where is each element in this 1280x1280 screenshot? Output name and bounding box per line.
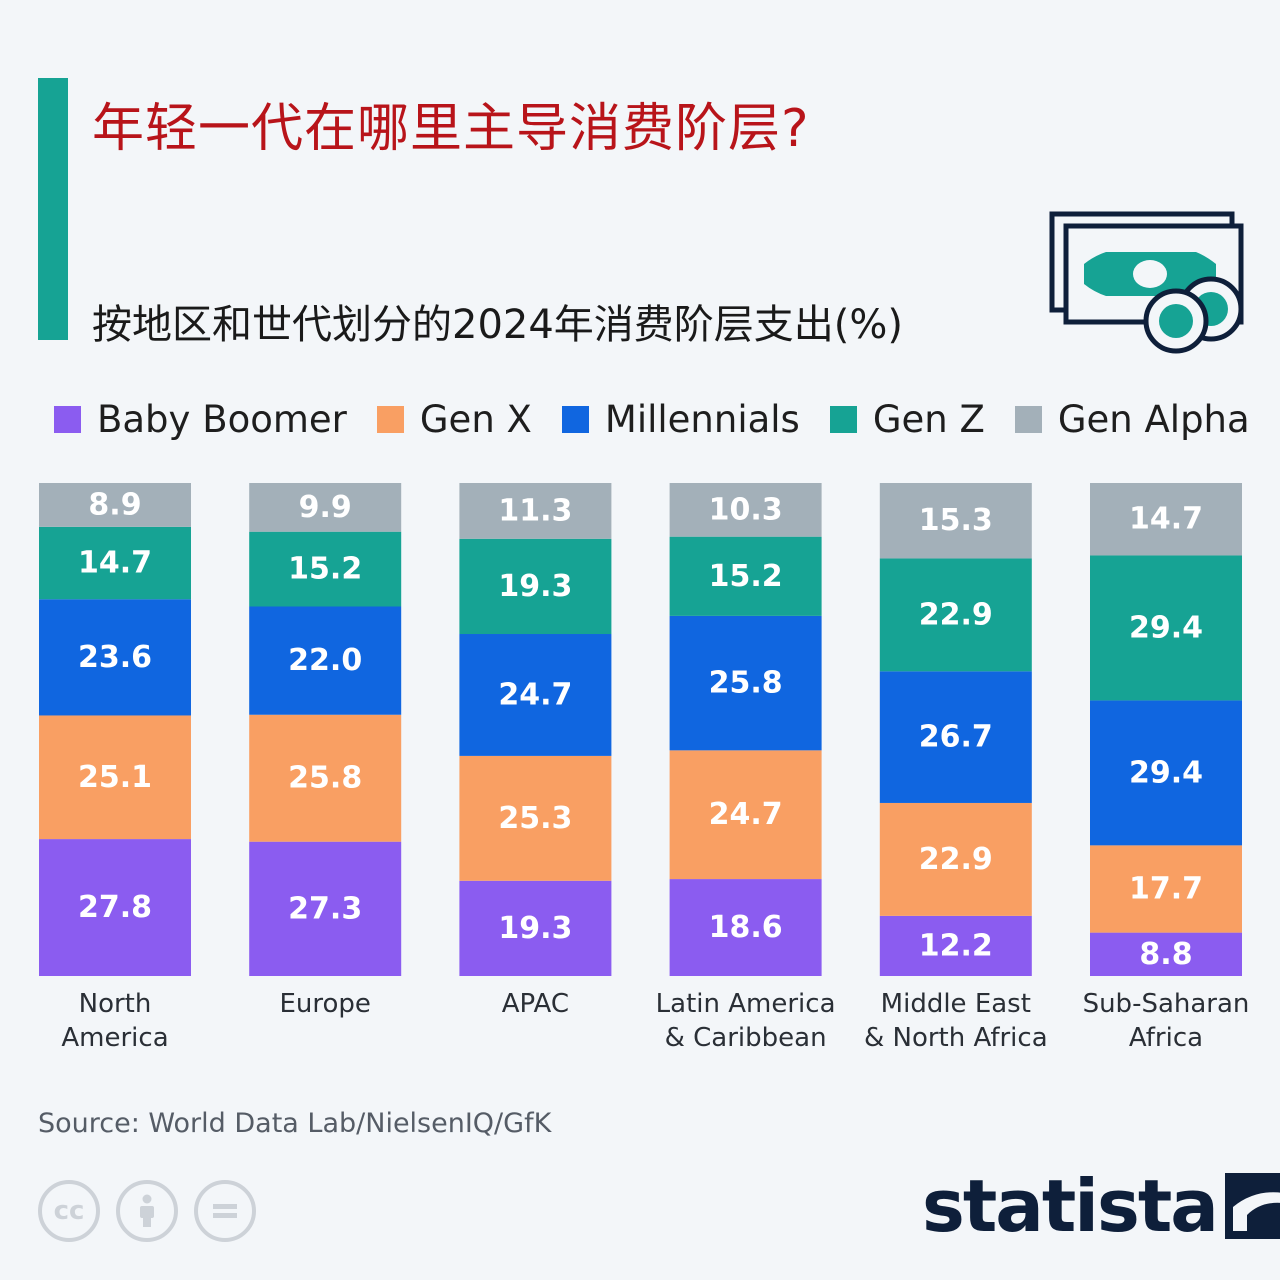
bar-segment	[669, 483, 822, 537]
bar-segment	[879, 802, 1032, 916]
data-label: 17.7	[1129, 871, 1203, 906]
data-label: 29.4	[1129, 755, 1203, 790]
legend-label: Millennials	[604, 397, 800, 441]
bar-segment	[879, 558, 1032, 672]
bar-segment	[249, 841, 402, 976]
legend-swatch	[829, 405, 857, 433]
legend-item-millennials: Millennials	[561, 397, 800, 441]
data-label: 24.7	[709, 797, 783, 832]
chart-title: 年轻一代在哪里主导消费阶层?	[92, 99, 810, 159]
bar-segment	[39, 839, 191, 976]
category-label: America	[61, 1023, 168, 1053]
legend-item-baby-boomer: Baby Boomer	[54, 398, 347, 441]
bar-segment	[1090, 483, 1242, 556]
license-icons: cc	[38, 1180, 272, 1242]
data-label: 27.8	[78, 890, 152, 925]
bar-segment	[1090, 555, 1242, 701]
bar-segment	[669, 615, 822, 751]
statista-logo-icon	[1224, 1173, 1280, 1239]
bar-segment	[39, 599, 191, 716]
data-label: 19.3	[498, 911, 572, 946]
bar-segment	[459, 880, 612, 976]
data-label: 22.0	[288, 643, 362, 678]
bar-segment	[39, 715, 191, 840]
data-label: 11.3	[498, 493, 572, 528]
source-note: Source: World Data Lab/NielsenIQ/GfK	[38, 1108, 552, 1139]
legend-swatch	[376, 405, 404, 433]
data-label: 8.8	[1139, 937, 1192, 972]
attribution-icon	[116, 1180, 178, 1242]
legend-item-gen-alpha: Gen Alpha	[1014, 397, 1250, 441]
legend-label: Gen Alpha	[1057, 397, 1250, 441]
data-label: 27.3	[288, 891, 362, 926]
data-label: 14.7	[1129, 502, 1203, 537]
data-label: 8.9	[88, 487, 141, 522]
creative-commons-icon: cc	[38, 1180, 100, 1242]
brand-wordmark: statista	[922, 1164, 1219, 1248]
data-label: 25.8	[288, 761, 362, 796]
bar-segment	[459, 755, 612, 881]
data-label: 14.7	[78, 546, 152, 581]
legend-label: Gen X	[419, 397, 532, 441]
bar-segment	[249, 606, 402, 715]
data-label: 25.3	[498, 801, 572, 836]
bar-segment	[1090, 700, 1242, 846]
category-label: Europe	[279, 989, 370, 1019]
legend: Baby Boomer Gen X Millennials Gen Z Gen …	[54, 396, 1250, 442]
category-label: Africa	[1129, 1023, 1203, 1053]
data-label: 22.9	[919, 597, 993, 632]
bar-segment	[459, 634, 612, 756]
accent-bar	[38, 78, 68, 340]
category-label: & North Africa	[864, 1023, 1048, 1053]
legend-label: Baby Boomer	[97, 397, 347, 441]
bar-segment	[459, 538, 612, 635]
bar-segment	[879, 483, 1032, 559]
legend-swatch	[1014, 405, 1042, 433]
data-label: 23.6	[78, 640, 152, 675]
bar-segment	[249, 483, 402, 532]
bar-segment	[1090, 932, 1242, 976]
bar-segment	[39, 483, 191, 527]
data-label: 12.2	[919, 928, 993, 963]
data-label: 25.8	[709, 666, 783, 701]
category-label: & Caribbean	[665, 1023, 827, 1053]
legend-swatch	[54, 405, 81, 433]
statista-brand: statista	[922, 1170, 1280, 1242]
data-label: 25.1	[78, 760, 152, 795]
data-label: 26.7	[919, 720, 993, 755]
data-label: 10.3	[709, 492, 783, 527]
category-label: North	[79, 989, 152, 1019]
bar-segment	[1090, 845, 1242, 933]
stacked-bar-chart: 27.8 25.1 23.6 14.7 8.9 North America 27.3 25.8 2…	[39, 483, 1250, 1053]
bar-segment	[249, 714, 402, 842]
data-label: 24.7	[498, 677, 572, 712]
legend-swatch	[561, 405, 589, 433]
no-derivatives-icon	[194, 1180, 256, 1242]
bar-segment	[669, 536, 822, 616]
bar-segment	[669, 879, 822, 976]
bar-segment	[669, 750, 822, 880]
data-label: 15.2	[288, 552, 362, 587]
bar-segment	[459, 483, 612, 539]
money-bills-icon	[1049, 211, 1244, 354]
category-label: APAC	[502, 989, 569, 1019]
bar-segment	[879, 915, 1032, 976]
data-label: 15.2	[709, 559, 783, 594]
data-label: 19.3	[498, 569, 572, 604]
category-label: Sub-Saharan	[1083, 989, 1250, 1019]
data-label: 15.3	[919, 503, 993, 538]
legend-item-gen-x: Gen X	[376, 397, 532, 441]
data-label: 18.6	[709, 910, 783, 945]
data-label: 9.9	[299, 490, 352, 525]
chart-subtitle: 按地区和世代划分的2024年消费阶层支出(%)	[92, 302, 904, 348]
legend-label: Gen Z	[872, 397, 985, 441]
category-label: Middle East	[881, 989, 1031, 1019]
category-label: Latin America	[656, 989, 836, 1019]
bar-segment	[249, 531, 402, 607]
bar-segment	[39, 526, 191, 600]
bar-segment	[879, 671, 1032, 803]
data-label: 22.9	[919, 842, 993, 877]
data-label: 29.4	[1129, 610, 1203, 645]
legend-item-gen-z: Gen Z	[829, 397, 985, 441]
